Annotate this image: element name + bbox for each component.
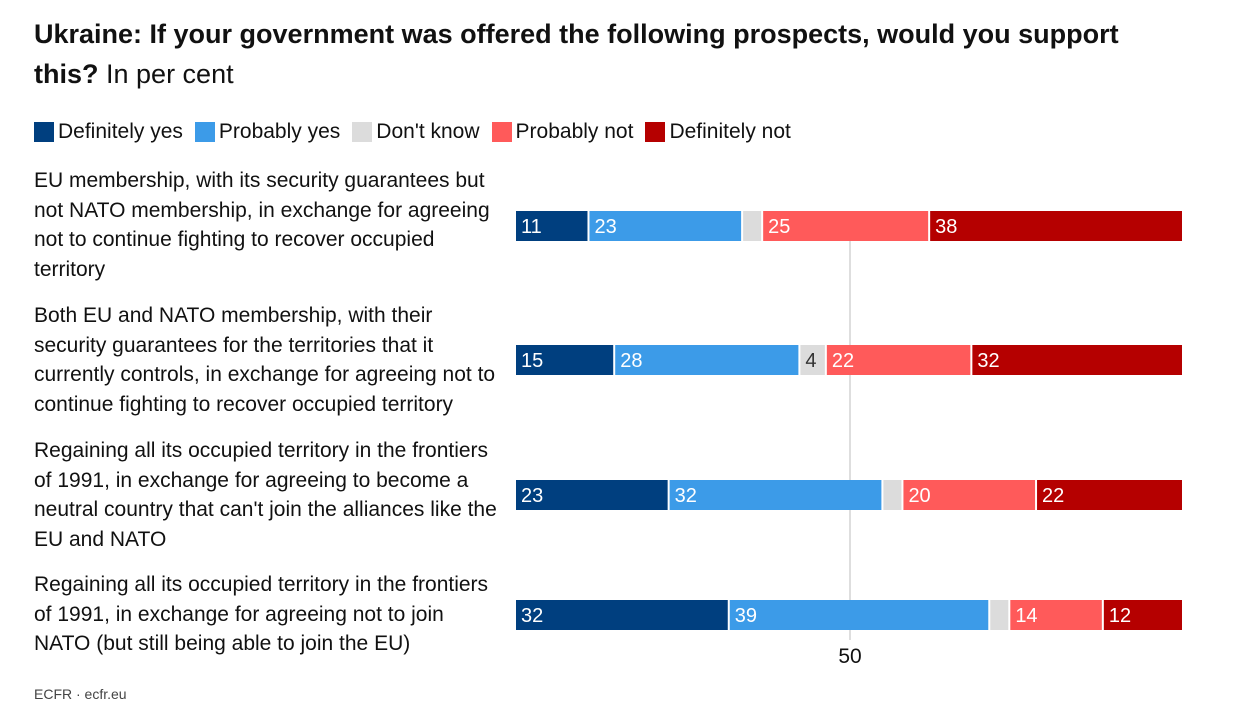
bar-segment: [1010, 600, 1102, 630]
bar-segment: [903, 480, 1036, 510]
category-label: Regaining all its occupied territory in …: [34, 573, 489, 655]
axis-tick-label: 50: [838, 645, 861, 668]
chart-title: Ukraine: If your government was offered …: [34, 14, 1184, 94]
legend-item-don-t-know: Don't know: [352, 120, 480, 144]
bar-segment: [729, 600, 989, 630]
legend-item-probably-yes: Probably yes: [194, 120, 341, 144]
bar-value-label: 12: [1109, 605, 1131, 627]
bar-value-label: 14: [1015, 605, 1037, 627]
bar-segment: [972, 345, 1182, 375]
chart-title-bold: Ukraine: If your government was offered …: [34, 19, 1119, 89]
bar-value-label: 32: [675, 485, 697, 507]
category-label: Both EU and NATO membership, with their …: [34, 304, 496, 416]
bar-value-label: 20: [908, 485, 930, 507]
bar-segment: [883, 480, 902, 510]
legend-swatch: [645, 122, 666, 142]
chart-title-unit: In per cent: [106, 59, 234, 89]
legend-label: Definitely yes: [58, 120, 183, 143]
bar-value-label: 32: [521, 605, 543, 627]
category-label: Regaining all its occupied territory in …: [34, 439, 497, 551]
legend-item-definitely-yes: Definitely yes: [34, 120, 183, 144]
bar-value-label: 28: [620, 350, 642, 372]
bar-value-label: 25: [768, 216, 790, 238]
bar-segment: [516, 600, 728, 630]
bar-value-label: 32: [977, 350, 999, 372]
bar-value-label: 22: [1042, 485, 1064, 507]
bar-segment: [990, 600, 1009, 630]
bar-segment: [826, 345, 971, 375]
bar-segment: [669, 480, 882, 510]
bar-segment: [1037, 480, 1182, 510]
bar-value-label: 38: [935, 216, 957, 238]
bar-value-label: 22: [832, 350, 854, 372]
bar-segment: [763, 211, 929, 241]
bar-segment: [516, 345, 614, 375]
bar-value-label: 15: [521, 350, 543, 372]
legend: Definitely yes Probably yes Don't know Prob…: [34, 118, 803, 146]
legend-item-definitely-not: Definitely not: [645, 120, 791, 144]
bar-segment: [800, 345, 825, 375]
bar-value-label: 4: [805, 350, 816, 372]
bar-value-label: 39: [735, 605, 757, 627]
legend-item-probably-not: Probably not: [491, 120, 634, 144]
bar-segment: [1103, 600, 1182, 630]
legend-label: Probably yes: [218, 120, 341, 143]
bar-value-label: 23: [594, 216, 616, 238]
bar-segment: [615, 345, 799, 375]
bar-segment: [516, 480, 668, 510]
bar-segment: [743, 211, 762, 241]
bar-segment: [589, 211, 742, 241]
bar-segment: [930, 211, 1182, 241]
bar-value-label: 11: [521, 216, 542, 238]
legend-swatch: [34, 122, 54, 142]
category-label: EU membership, with its security guarant…: [34, 169, 490, 281]
legend-label: Probably not: [515, 120, 634, 143]
legend-label: Definitely not: [669, 120, 791, 143]
source-footer: ECFR · ecfr.eu: [34, 686, 127, 702]
legend-swatch: [491, 122, 512, 142]
legend-swatch: [194, 122, 215, 142]
legend-label: Don't know: [376, 120, 480, 143]
bar-value-label: 23: [521, 485, 543, 507]
bar-segment: [516, 211, 588, 241]
legend-swatch: [352, 122, 373, 142]
